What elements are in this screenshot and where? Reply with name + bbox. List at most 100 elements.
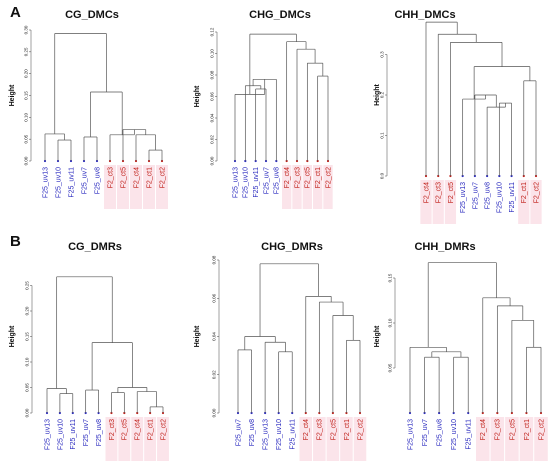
leaf-label: F25_uv7 [81, 167, 88, 194]
leaf-highlight [118, 417, 131, 461]
leaf-label: F25_uv8 [485, 182, 492, 209]
y-tick-label: 0.06 [212, 293, 217, 302]
leaf-label: F2_ct1 [146, 167, 153, 189]
leaf-highlight [313, 417, 326, 461]
leaf-label: F25_uv11 [253, 167, 260, 198]
leaf-label: F25_uv8 [96, 419, 103, 446]
y-axis-label: Height [374, 83, 381, 105]
leaf-label: F25_uv10 [276, 419, 283, 450]
leaf-highlight [444, 180, 457, 224]
y-tick-label: 0.05 [388, 363, 393, 372]
leaf-highlight [490, 417, 505, 461]
leaf-highlight [323, 165, 333, 209]
leaf-label: F2_ct5 [120, 167, 127, 189]
y-tick-label: 0.00 [25, 408, 30, 417]
y-tick-label: 0.05 [25, 383, 30, 392]
leaf-label: F2_ct3 [495, 419, 502, 441]
chart-title: CHH_DMRs [414, 241, 475, 253]
panel-label-a: A [10, 4, 21, 21]
leaf-label: F2_ct1 [315, 167, 322, 189]
chart-title: CG_DMRs [68, 241, 122, 253]
leaf-label: F25_uv13 [407, 419, 414, 450]
leaf-label: F25_uv7 [263, 167, 270, 194]
dendrogram-chg-dmrs: CHG_DMRs Height 0.00 0.02 0.04 0.06 0.08 F25_uv… [194, 241, 367, 461]
leaf-label: F2_ct4 [480, 419, 487, 441]
leaf-label: F2_ct2 [533, 182, 540, 204]
leaf-label: F25_uv7 [422, 419, 429, 446]
leaf-label: F25_uv7 [472, 182, 479, 209]
leaf-label: F25_uv13 [232, 167, 239, 198]
y-tick-label: 0.05 [24, 134, 29, 143]
leaf-label: F25_uv10 [243, 167, 250, 198]
leaf-label: F2_ct4 [303, 419, 310, 441]
leaf-label: F2_ct1 [148, 419, 155, 441]
leaf-label: F25_uv13 [263, 419, 270, 450]
leaf-label: F25_uv8 [274, 167, 281, 194]
leaf-label: F25_uv7 [235, 419, 242, 446]
dendrogram-chg-dmcs: CHG_DMCs Height 0.00 0.02 0.04 0.06 0.08 0.10 0.… [194, 9, 333, 209]
leaf-label: F25_uv7 [83, 419, 90, 446]
leaf-label: F2_ct2 [357, 419, 364, 441]
y-tick-label: 0.00 [24, 156, 29, 165]
leaf-label: F25_uv13 [44, 419, 51, 450]
leaf-label: F25_uv10 [497, 182, 504, 213]
y-axis-label: Height [194, 325, 201, 347]
chart-title: CG_DMCs [65, 9, 119, 21]
y-tick-label: 0.20 [24, 69, 29, 78]
y-tick-label: 0.04 [212, 332, 217, 341]
y-tick-label: 0.10 [25, 357, 30, 366]
dendrogram-cg-dmrs: CG_DMRs Height 0.00 0.05 0.10 0.15 0.20 0.25 F25… [9, 241, 169, 461]
y-axis-label: Height [9, 84, 16, 106]
leaf-highlight [131, 417, 144, 461]
leaf-highlight [432, 180, 444, 224]
y-tick-label: 0.30 [24, 25, 29, 34]
leaf-highlight [143, 165, 155, 209]
leaf-label: F2_ct5 [122, 419, 129, 441]
leaf-label: F25_uv13 [460, 182, 467, 213]
leaf-highlight [505, 417, 519, 461]
leaf-label: F2_ct1 [521, 182, 528, 204]
leaf-label: F2_ct5 [330, 419, 337, 441]
leaf-highlight [144, 417, 157, 461]
y-tick-label: 0.10 [24, 112, 29, 121]
leaf-highlight [420, 180, 432, 224]
y-tick-label: 0.10 [388, 318, 393, 327]
leaf-label: F2_ct3 [294, 167, 301, 189]
leaf-label: F2_ct5 [305, 167, 312, 189]
y-tick-label: 0.12 [210, 27, 215, 36]
chart-title: CHG_DMRs [261, 241, 323, 253]
leaf-highlight [353, 417, 367, 461]
leaf-highlight [292, 165, 302, 209]
y-tick-label: 0.20 [25, 306, 30, 315]
leaf-label: F25_uv11 [509, 182, 516, 213]
leaf-label: F2_ct2 [159, 167, 166, 189]
leaf-highlight [105, 417, 118, 461]
y-tick-label: 0.25 [24, 47, 29, 56]
leaf-label: F25_uv10 [55, 167, 62, 198]
y-tick-label: 0.10 [210, 49, 215, 58]
y-tick-label: 0.02 [210, 135, 215, 144]
y-tick-label: 0.00 [212, 408, 217, 417]
leaf-label: F2_ct3 [109, 419, 116, 441]
leaf-highlight [104, 165, 116, 209]
y-axis-label: Height [374, 325, 381, 347]
y-tick-label: 0.08 [210, 70, 215, 79]
y-tick-label: 0.0 [380, 172, 385, 179]
leaf-label: F2_ct2 [160, 419, 167, 441]
leaf-label: F25_uv11 [68, 167, 75, 198]
leaf-label: F2_ct5 [509, 419, 516, 441]
y-tick-label: 0.15 [388, 273, 393, 282]
leaf-label: F25_uv11 [466, 419, 473, 450]
leaf-label: F2_ct4 [135, 419, 142, 441]
leaf-label: F25_uv11 [290, 419, 297, 450]
dendrogram-cg-dmcs: CG_DMCs Height 0.00 0.05 0.10 0.15 0.20 0.25 0.3… [9, 9, 168, 209]
leaf-label: F25_uv11 [70, 419, 77, 450]
leaf-label: F2_ct3 [317, 419, 324, 441]
y-axis-label: Height [9, 325, 16, 347]
y-tick-label: 0.08 [212, 255, 217, 264]
leaf-highlight [530, 180, 542, 224]
y-tick-label: 0.00 [210, 156, 215, 165]
chart-title: CHH_DMCs [394, 9, 455, 21]
leaf-label: F25_uv8 [94, 167, 101, 194]
y-tick-label: 0.25 [25, 281, 30, 290]
